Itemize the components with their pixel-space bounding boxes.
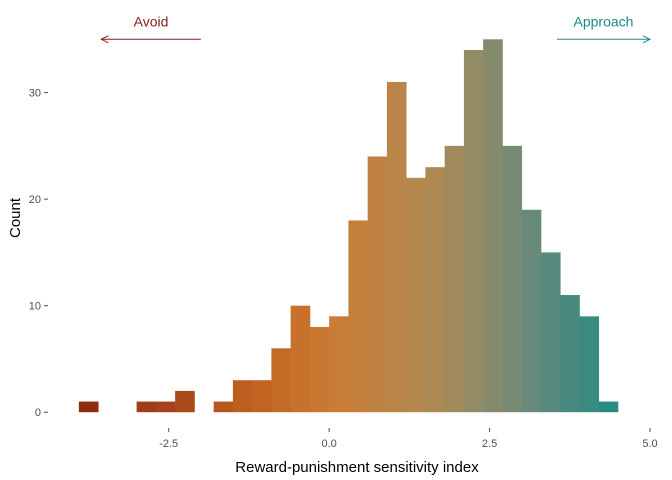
histogram-bar [386,81,407,413]
annotation-label: Avoid [134,13,169,29]
annotation-label: Approach [574,13,634,29]
annotation-arrow-head [100,35,109,44]
histogram-bar [598,401,619,413]
histogram-bar [579,316,600,413]
histogram-bar [271,348,292,413]
histogram-bar [136,401,157,413]
x-tick-label: 0.0 [321,438,336,450]
y-tick-label: 0 [35,407,41,419]
y-axis: 0 10 20 30 [29,88,48,419]
y-tick-label: 30 [29,88,41,100]
histogram-bar [155,401,176,413]
x-tick-label: 5.0 [642,438,657,450]
histogram-bar [425,167,446,413]
y-tick-label: 10 [29,301,41,313]
histogram-bar [521,209,542,413]
histogram-bar [463,49,484,413]
histogram-bar [329,316,349,413]
histogram-bar [232,380,253,413]
y-axis-title: Count [7,197,24,238]
histogram-bar [348,220,369,413]
histogram-bar [502,145,523,413]
histogram-bar [175,390,195,413]
histogram-bar [367,156,388,413]
histogram-bar [309,326,330,413]
histogram-bar [290,305,311,413]
annotations: Avoid Approach [100,13,652,44]
histogram-bar [444,145,465,413]
histogram-bar [560,295,580,413]
annotation-arrow-head [642,35,652,44]
histogram-bar [540,252,561,413]
x-tick-label: 2.5 [482,438,497,450]
histogram-bar [213,401,234,413]
histogram-bar [483,39,503,413]
histogram-bar [406,177,426,413]
histogram-bar [78,401,99,413]
y-tick-label: 20 [29,194,41,206]
x-tick-label: -2.5 [159,438,178,450]
histogram-bars [78,39,619,413]
x-axis: -2.5 0.0 2.5 5.0 [159,428,658,450]
x-axis-title: Reward-punishment sensitivity index [235,459,479,476]
histogram-bar [252,380,272,413]
